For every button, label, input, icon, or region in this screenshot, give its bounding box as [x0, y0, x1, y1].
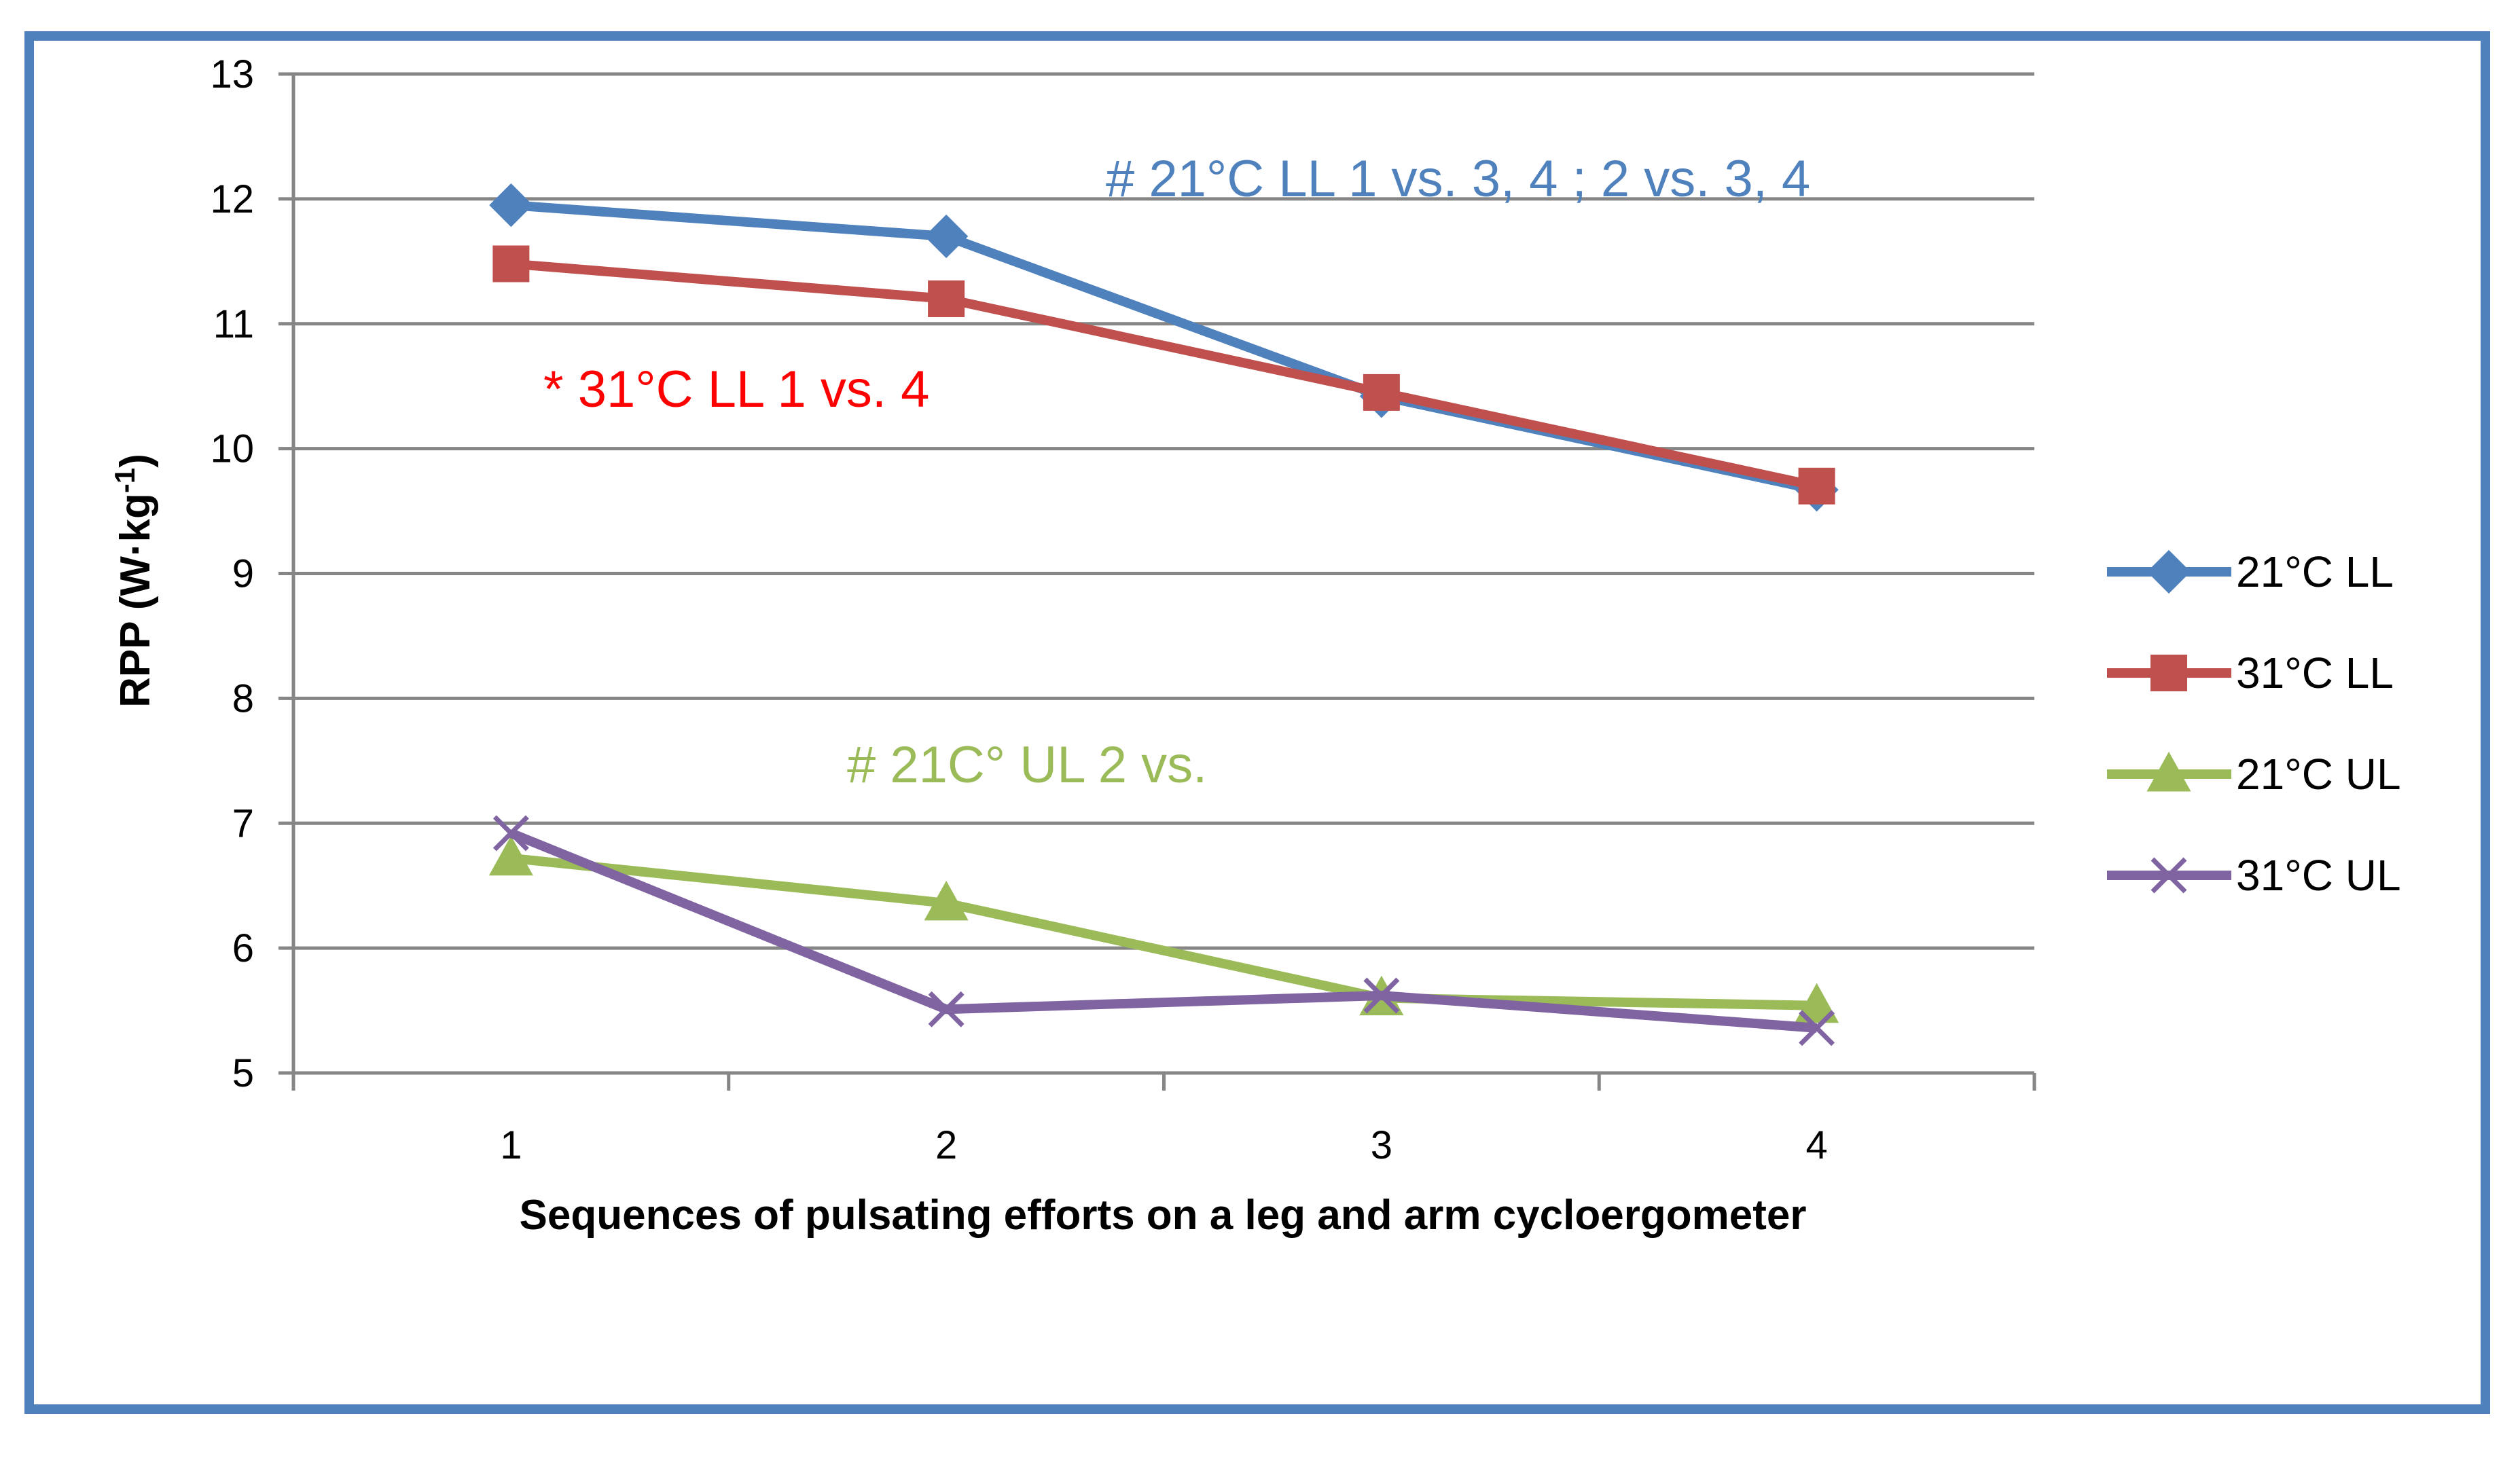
series-2	[488, 835, 1839, 1023]
y-axis-title-close: )	[112, 454, 159, 468]
y-axis-title: RPP (W·kg-1)	[109, 454, 159, 708]
legend-label: 31°C LL	[2236, 649, 2394, 697]
data-point	[1363, 373, 1400, 411]
data-point	[924, 880, 969, 921]
legend-label: 21°C UL	[2236, 750, 2401, 799]
series-layer	[488, 183, 1839, 1046]
y-axis-title-superscript: -1	[109, 468, 141, 493]
data-point	[1795, 983, 1839, 1023]
data-point	[1799, 1010, 1835, 1046]
y-tick-label: 12	[210, 177, 254, 221]
y-tick-label: 11	[213, 302, 254, 346]
data-point	[1798, 467, 1835, 505]
x-tick-label: 1	[500, 1123, 522, 1167]
data-point	[489, 183, 533, 227]
x-axis-title: Sequences of pulsating efforts on a leg …	[520, 1192, 1807, 1239]
data-point	[488, 835, 533, 876]
data-point	[924, 214, 969, 259]
x-tick-label: 2	[935, 1123, 957, 1167]
legend-marker	[2150, 655, 2187, 691]
y-tick-label: 9	[232, 552, 254, 596]
data-point	[1363, 977, 1400, 1014]
y-tick-label: 10	[210, 427, 254, 471]
annotation-21c-ul: # 21C° UL 2 vs.	[847, 736, 1207, 794]
y-tick-label: 5	[232, 1051, 254, 1095]
legend-item: 21°C UL	[2107, 750, 2401, 799]
series-3	[492, 815, 1835, 1046]
annotation-21c-ll: # 21°C LL 1 vs. 3, 4 ; 2 vs. 3, 4	[1106, 150, 1810, 208]
legend-item: 31°C UL	[2107, 851, 2401, 900]
legend-label: 21°C LL	[2236, 547, 2394, 596]
legend-marker	[2146, 549, 2191, 594]
y-tick-label: 6	[232, 926, 254, 970]
x-tick-label: 3	[1371, 1123, 1392, 1167]
y-tick-label: 13	[210, 52, 254, 96]
series-line	[509, 828, 1818, 1033]
data-point	[492, 245, 530, 283]
legend-marker	[2150, 857, 2187, 894]
legend: 21°C LL 31°C LL 21°C UL 31°C UL	[2107, 547, 2401, 900]
y-tick-label: 7	[232, 801, 254, 845]
legend-item: 21°C LL	[2107, 547, 2394, 596]
data-point	[928, 280, 965, 317]
x-tick-label: 4	[1805, 1123, 1827, 1167]
chart-frame	[24, 31, 2490, 1414]
legend-marker	[2146, 751, 2191, 792]
y-tick-label: 8	[232, 676, 254, 721]
annotation-31c-ll: * 31°C LL 1 vs. 4	[543, 361, 929, 418]
data-point	[492, 815, 529, 852]
series-line	[510, 259, 1818, 491]
legend-label: 31°C UL	[2236, 851, 2401, 900]
grid-layer	[278, 72, 2034, 1075]
data-point	[928, 991, 965, 1027]
legend-item: 31°C LL	[2107, 649, 2394, 697]
y-axis-title-main: RPP (W·kg	[112, 493, 159, 708]
series-1	[492, 245, 1835, 505]
series-line	[510, 853, 1817, 1010]
